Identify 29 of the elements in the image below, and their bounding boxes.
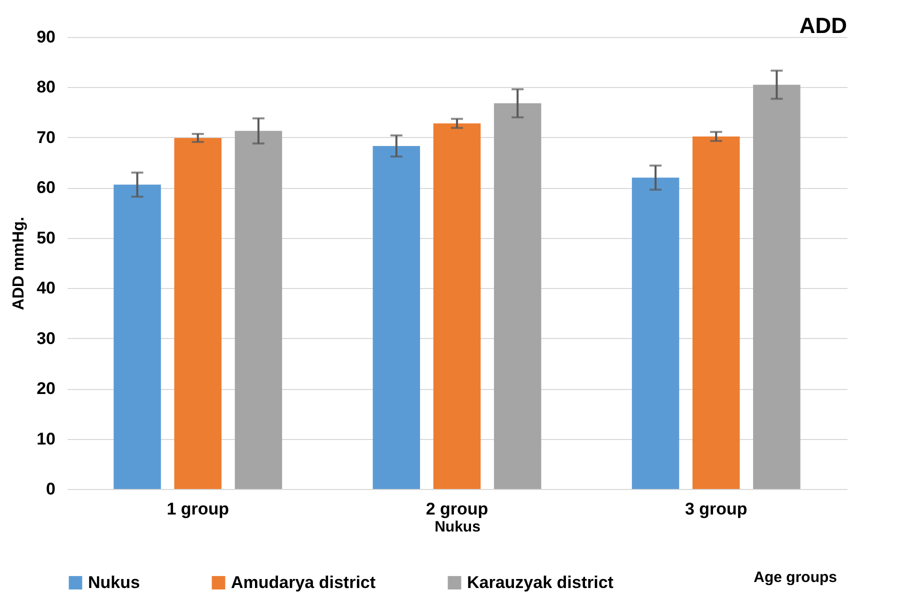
y-axis-title: ADD mmHg. xyxy=(10,216,28,310)
bar xyxy=(753,84,800,489)
x-tick-label: 1 group xyxy=(166,500,230,518)
y-tick-label: 70 xyxy=(36,128,56,147)
bar xyxy=(372,146,420,489)
legend-label: Amudarya district xyxy=(231,572,376,592)
bar xyxy=(494,103,542,489)
x-tick-label: 3 group xyxy=(684,500,748,518)
y-tick-label: 0 xyxy=(46,480,56,498)
legend-label: Karauzyak district xyxy=(467,572,614,592)
y-tick-label: 50 xyxy=(36,228,56,248)
chart-title: ADD xyxy=(799,13,847,38)
bar xyxy=(234,130,282,489)
x-axis-title: Nukus xyxy=(434,518,480,536)
y-tick-label: 10 xyxy=(36,429,56,448)
bar xyxy=(632,178,680,489)
y-tick-label: 40 xyxy=(36,278,56,298)
y-tick-label: 20 xyxy=(36,379,56,398)
x-tick-label: 2 group xyxy=(426,500,488,518)
y-tick-label: 30 xyxy=(36,328,56,348)
bar xyxy=(692,136,740,489)
y-tick-label: 80 xyxy=(36,78,56,97)
y-tick-label: 60 xyxy=(36,178,56,198)
y-tick-label: 90 xyxy=(36,28,56,46)
legend-label: Nukus xyxy=(88,572,140,592)
bar xyxy=(114,184,161,489)
bar xyxy=(433,123,481,489)
bar xyxy=(174,138,222,489)
text: Age groups xyxy=(754,569,837,586)
